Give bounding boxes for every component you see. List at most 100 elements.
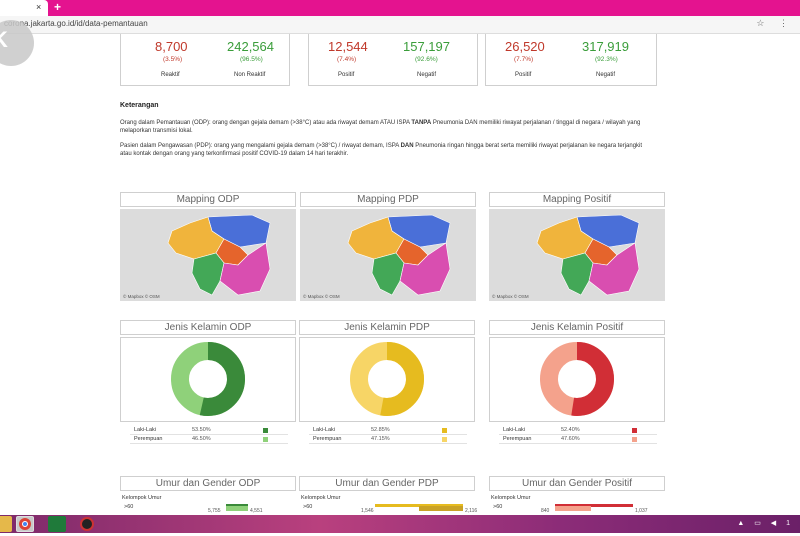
legend-row-male: Laki-Laki 52.40% <box>499 426 657 435</box>
system-tray[interactable]: ▲ ▭ ◀ 1 <box>737 520 794 527</box>
chrome-logo-icon <box>19 518 31 530</box>
age-group-header: Kelompok Umur <box>491 495 531 501</box>
positif-negatif-value: 317,919 <box>582 39 629 54</box>
odp-nonreaktif-value: 242,564 <box>227 39 274 54</box>
region-east[interactable] <box>588 242 640 296</box>
pdp-definition-text-1: Pasien dalam Pengawasan (PDP): orang yan… <box>120 143 401 149</box>
odp-reaktif-pct: (3.5%) <box>163 56 183 63</box>
legend-value: 47.15% <box>371 436 390 442</box>
map-odp[interactable]: © Mapbox © OSM <box>120 209 296 301</box>
jakarta-map[interactable] <box>120 209 296 301</box>
age-title: Umur dan Gender PDP <box>299 476 475 491</box>
positif-positif-label: Positif <box>515 72 532 78</box>
age-bar-female[interactable] <box>419 506 463 511</box>
donut-male[interactable] <box>350 342 424 416</box>
legend-swatch <box>263 428 268 433</box>
odp-reaktif-label: Reaktif <box>161 72 180 78</box>
age-bar-male[interactable] <box>226 506 248 511</box>
legend-label: Laki-Laki <box>313 427 336 433</box>
donut-male[interactable] <box>540 342 614 416</box>
record-icon[interactable] <box>80 517 94 531</box>
region-south-west[interactable] <box>371 252 405 296</box>
pdp-definition-text-2: Pneumonia ringan hingga berat serta memi… <box>120 143 643 157</box>
map-pdp[interactable]: © Mapbox © OSM <box>300 209 476 301</box>
age-value-female: 2,116 <box>465 508 478 514</box>
odp-nonreaktif-label: Non Reaktif <box>234 72 266 78</box>
gender-legend: Laki-Laki 52.85% Perempuan 47.15% <box>309 426 467 444</box>
age-title: Umur dan Gender Positif <box>489 476 665 491</box>
legend-row-female: Perempuan 47.15% <box>309 435 467 444</box>
map-credit: © Mapbox © OSM <box>123 294 160 299</box>
odp-definition-bold: TANPA <box>411 120 432 126</box>
region-south-west[interactable] <box>191 252 225 296</box>
legend-row-male: Laki-Laki 53.50% <box>130 426 288 435</box>
donut-chart <box>171 342 245 416</box>
age-bar-male[interactable] <box>375 504 463 507</box>
map-positif[interactable]: © Mapbox © OSM <box>489 209 665 301</box>
bookmark-menu-icons[interactable]: ☆ ⋮ <box>756 18 794 28</box>
pdp-stats-box: 12,544 (7.4%) Positif 157,197 (92.6%) Ne… <box>308 34 478 86</box>
legend-swatch <box>632 428 637 433</box>
age-value-female: 4,551 <box>250 508 263 514</box>
age-value-male: 840 <box>541 508 550 514</box>
donut-male[interactable] <box>171 342 245 416</box>
gender-chart-positif <box>489 337 665 422</box>
map-title: Mapping ODP <box>120 192 296 207</box>
legend-swatch <box>632 437 637 442</box>
logo-mark-icon: K <box>0 27 8 53</box>
gender-title: Jenis Kelamin PDP <box>299 320 475 335</box>
region-east[interactable] <box>219 242 271 296</box>
excel-icon[interactable] <box>48 516 66 532</box>
age-bar-male[interactable] <box>555 506 591 511</box>
map-title: Mapping PDP <box>300 192 476 207</box>
region-south-west[interactable] <box>560 252 594 296</box>
age-group-header: Kelompok Umur <box>301 495 341 501</box>
map-panel-odp: Mapping ODP © Mapbox © OSM <box>120 192 296 302</box>
gender-legend: Laki-Laki 53.50% Perempuan 46.50% <box>130 426 288 444</box>
odp-stats-box: 8,700 (3.5%) Reaktif 242,564 (96.5%) Non… <box>120 34 290 86</box>
legend-row-female: Perempuan 46.50% <box>130 435 288 444</box>
map-panel-positif: Mapping Positif © Mapbox © OSM <box>489 192 665 302</box>
pdp-positif-value: 12,544 <box>328 39 368 54</box>
positif-stats-box: 26,520 (7.7%) Positif 317,919 (92.3%) Ne… <box>485 34 657 86</box>
map-credit: © Mapbox © OSM <box>492 294 529 299</box>
chrome-icon[interactable] <box>16 516 34 532</box>
url-text[interactable]: corona.jakarta.go.id/id/data-pemantauan <box>4 19 148 28</box>
legend-value: 46.50% <box>192 436 211 442</box>
legend-swatch <box>442 437 447 442</box>
new-tab-button[interactable]: + <box>54 0 62 14</box>
file-explorer-icon[interactable] <box>0 516 12 532</box>
jakarta-map[interactable] <box>489 209 665 301</box>
positif-negatif-pct: (92.3%) <box>595 56 618 63</box>
legend-row-female: Perempuan 47.60% <box>499 435 657 444</box>
gender-chart-odp <box>120 337 296 422</box>
pdp-negatif-label: Negatif <box>417 72 437 78</box>
legend-label: Laki-Laki <box>503 427 526 433</box>
pdp-positif-pct: (7.4%) <box>337 56 357 63</box>
pdp-positif-label: Positif <box>338 72 355 78</box>
map-title: Mapping Positif <box>489 192 665 207</box>
legend-label: Perempuan <box>503 436 532 442</box>
jakarta-map[interactable] <box>300 209 476 301</box>
gender-chart-pdp <box>299 337 475 422</box>
legend-label: Perempuan <box>313 436 342 442</box>
gender-legend: Laki-Laki 52.40% Perempuan 47.60% <box>499 426 657 444</box>
gender-title: Jenis Kelamin ODP <box>120 320 296 335</box>
age-row-label: >60 <box>303 504 313 510</box>
pdp-negatif-pct: (92.6%) <box>415 56 438 63</box>
map-panel-pdp: Mapping PDP © Mapbox © OSM <box>300 192 476 302</box>
age-row-label: >60 <box>493 504 503 510</box>
gender-title: Jenis Kelamin Positif <box>489 320 665 335</box>
odp-reaktif-value: 8,700 <box>155 39 188 54</box>
age-bar-female[interactable] <box>555 504 633 507</box>
age-value-female: 1,037 <box>635 508 648 514</box>
region-east[interactable] <box>399 242 451 296</box>
close-icon[interactable]: × <box>36 2 42 12</box>
address-bar[interactable]: corona.jakarta.go.id/id/data-pemantauan … <box>0 16 800 34</box>
legend-label: Laki-Laki <box>134 427 157 433</box>
odp-definition-text-2: Pneumonia DAN memiliki riwayat perjalana… <box>120 120 641 134</box>
legend-swatch <box>442 428 447 433</box>
browser-tab-strip: × + <box>0 0 800 16</box>
legend-value: 47.60% <box>561 436 580 442</box>
browser-tab[interactable]: × <box>0 0 48 16</box>
